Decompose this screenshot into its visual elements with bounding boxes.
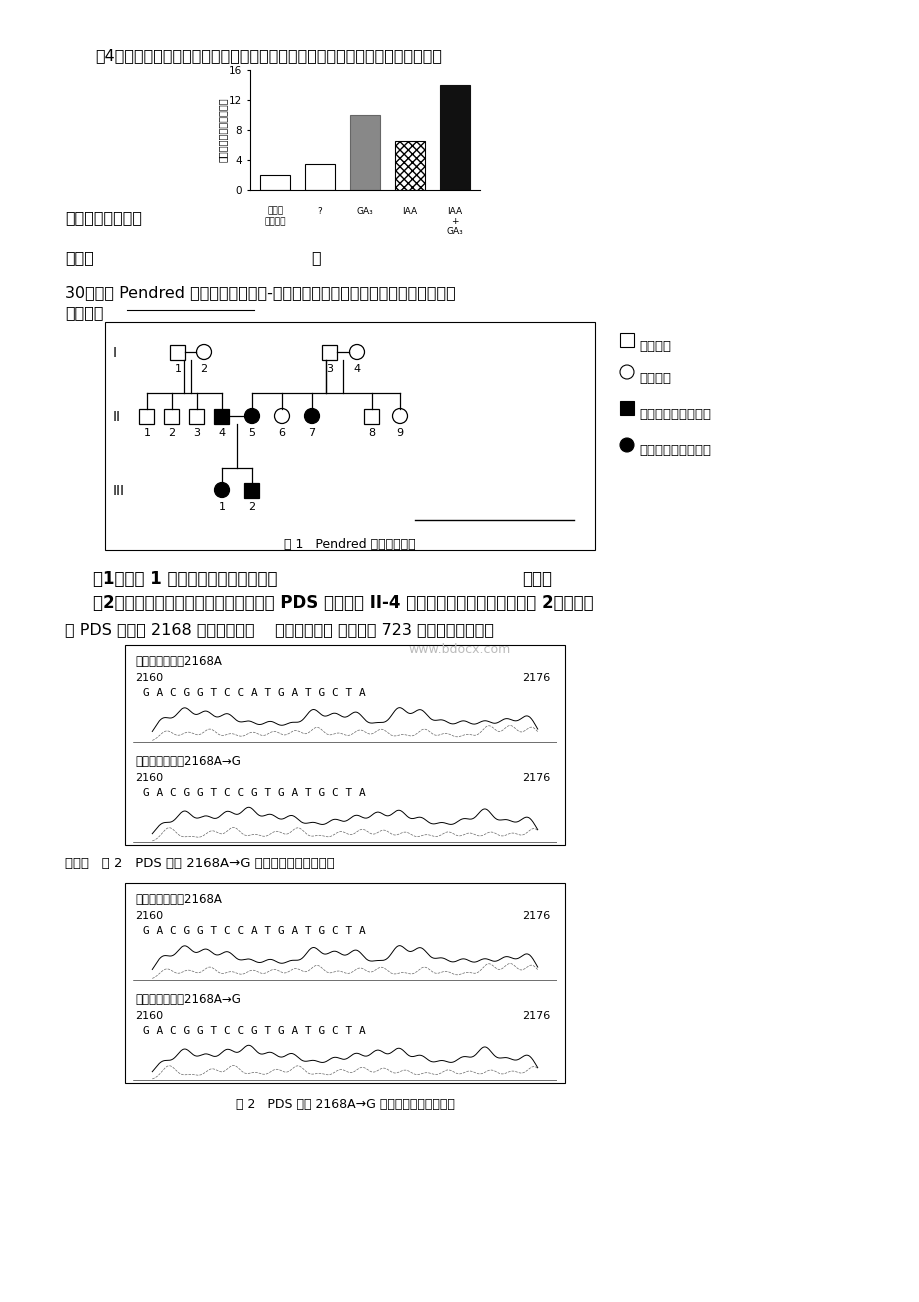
Bar — [619, 401, 633, 415]
Text: G A C G G T C C G T G A T G C T A: G A C G G T C C G T G A T G C T A — [142, 1026, 366, 1036]
Text: II: II — [113, 410, 121, 424]
Text: 5: 5 — [248, 427, 255, 437]
Bar — [214, 409, 229, 423]
Text: 。: 。 — [311, 250, 321, 266]
Text: 8: 8 — [368, 427, 375, 437]
Ellipse shape — [392, 409, 407, 423]
Text: 3: 3 — [326, 363, 333, 374]
Bar — [189, 409, 204, 423]
Text: （4）为了防止无关变量对实验结果的干扰，本实验还应设置对照实验，对照组实: （4）为了防止无关变量对实验结果的干扰，本实验还应设置对照实验，对照组实 — [95, 48, 441, 62]
Text: 胚芽鞘
初始长度: 胚芽鞘 初始长度 — [264, 207, 286, 227]
Text: 耳聋伴甲状腺肿男性: 耳聋伴甲状腺肿男性 — [639, 408, 710, 421]
Text: 2: 2 — [168, 427, 176, 437]
Text: 2160: 2160 — [135, 773, 163, 783]
Text: 7: 7 — [308, 427, 315, 437]
Bar — [170, 345, 186, 359]
Bar — [105, 322, 595, 549]
Text: 1: 1 — [219, 501, 225, 512]
Bar — [305, 164, 335, 190]
Text: 2176: 2176 — [521, 773, 550, 783]
Bar — [395, 141, 424, 190]
Text: 4: 4 — [353, 363, 360, 374]
Text: 图 1   Pendred 综合征家系图: 图 1 Pendred 综合征家系图 — [284, 538, 415, 551]
Text: 2160: 2160 — [135, 673, 163, 684]
Text: 1: 1 — [175, 363, 181, 374]
Text: 2: 2 — [200, 363, 208, 374]
Bar — [440, 85, 469, 190]
Text: 2160: 2160 — [135, 911, 163, 921]
Bar — [125, 644, 564, 845]
Bar — [165, 409, 179, 423]
Text: G A C G G T C C A T G A T G C T A: G A C G G T C C A T G A T G C T A — [142, 926, 366, 936]
Ellipse shape — [349, 345, 364, 359]
Text: 遗传。: 遗传。 — [521, 570, 551, 589]
Text: 正常男性: 正常男性 — [639, 340, 670, 353]
Y-axis label: 胚芽鞘生长长度（毫米）: 胚芽鞘生长长度（毫米） — [218, 98, 228, 163]
Text: 2: 2 — [248, 501, 255, 512]
Text: I: I — [113, 346, 117, 359]
Text: GA₃: GA₃ — [357, 207, 373, 216]
Text: 区别是: 区别是 — [65, 250, 94, 266]
Text: 列问题：: 列问题： — [65, 305, 103, 320]
Text: 2176: 2176 — [521, 673, 550, 684]
Ellipse shape — [619, 365, 633, 379]
Ellipse shape — [214, 483, 229, 497]
Text: 2176: 2176 — [521, 1010, 550, 1021]
Bar — [619, 333, 633, 348]
Text: （1）据图 1 判断，该病的遗传方式是: （1）据图 1 判断，该病的遗传方式是 — [70, 570, 278, 589]
Text: ?: ? — [317, 207, 322, 216]
Text: IAA: IAA — [402, 207, 417, 216]
Ellipse shape — [304, 409, 319, 423]
Bar — [350, 115, 380, 190]
Bar — [260, 174, 289, 190]
Text: 3: 3 — [193, 427, 200, 437]
Ellipse shape — [244, 409, 259, 423]
Text: G A C G G T C C G T G A T G C T A: G A C G G T C C G T G A T G C T A — [142, 788, 366, 798]
Text: 图 2   PDS 基因 2168A→G 突变的核苷酸测序峰图: 图 2 PDS 基因 2168A→G 突变的核苷酸测序峰图 — [235, 1098, 454, 1111]
Ellipse shape — [197, 345, 211, 359]
Text: 氨酸。   图 2   PDS 基因 2168A→G 突变的核苷酸测序峰图: 氨酸。 图 2 PDS 基因 2168A→G 突变的核苷酸测序峰图 — [65, 857, 335, 870]
Text: www.bdocx.com: www.bdocx.com — [408, 643, 511, 656]
Bar — [125, 883, 564, 1083]
Text: 野生型：核苷酸2168A: 野生型：核苷酸2168A — [135, 655, 221, 668]
Text: 4: 4 — [218, 427, 225, 437]
Text: 9: 9 — [396, 427, 403, 437]
Ellipse shape — [619, 437, 633, 452]
Text: G A C G G T C C A T G A T G C T A: G A C G G T C C A T G A T G C T A — [142, 687, 366, 698]
Text: 耳聋伴甲状腺肿女性: 耳聋伴甲状腺肿女性 — [639, 444, 710, 457]
Text: 突变型：核苷酸2168A→G: 突变型：核苷酸2168A→G — [135, 755, 241, 768]
Text: 的 PDS 基因的 2168 号位点发生了    ，导致其编码 的肽链第 723 位的组氨酸变为精: 的 PDS 基因的 2168 号位点发生了 ，导致其编码 的肽链第 723 位的… — [65, 622, 494, 637]
Text: 1: 1 — [143, 427, 151, 437]
Text: 6: 6 — [278, 427, 285, 437]
Text: 2176: 2176 — [521, 911, 550, 921]
Text: （2）科研人员研究发现该病致病基因为 PDS 基因，对 II-4 进行基因检测，部分结果如图 2。该患者: （2）科研人员研究发现该病致病基因为 PDS 基因，对 II-4 进行基因检测，… — [70, 594, 593, 612]
Text: 30．一个 Pendred 综合征（又称耳聋-甲状腺肿综合征）家系如图所示。请回答下: 30．一个 Pendred 综合征（又称耳聋-甲状腺肿综合征）家系如图所示。请回… — [65, 285, 455, 299]
Text: 突变型：核苷酸2168A→G: 突变型：核苷酸2168A→G — [135, 993, 241, 1006]
Text: 验装置与实验组的: 验装置与实验组的 — [65, 210, 142, 225]
Text: 2160: 2160 — [135, 1010, 163, 1021]
Bar — [364, 409, 380, 423]
Bar — [323, 345, 337, 359]
Text: 野生型：核苷酸2168A: 野生型：核苷酸2168A — [135, 893, 221, 906]
Bar — [244, 483, 259, 497]
Text: IAA
+
GA₃: IAA + GA₃ — [446, 207, 463, 236]
Ellipse shape — [274, 409, 289, 423]
Text: III: III — [113, 484, 125, 497]
Text: 正常女性: 正常女性 — [639, 371, 670, 384]
Bar — [140, 409, 154, 423]
